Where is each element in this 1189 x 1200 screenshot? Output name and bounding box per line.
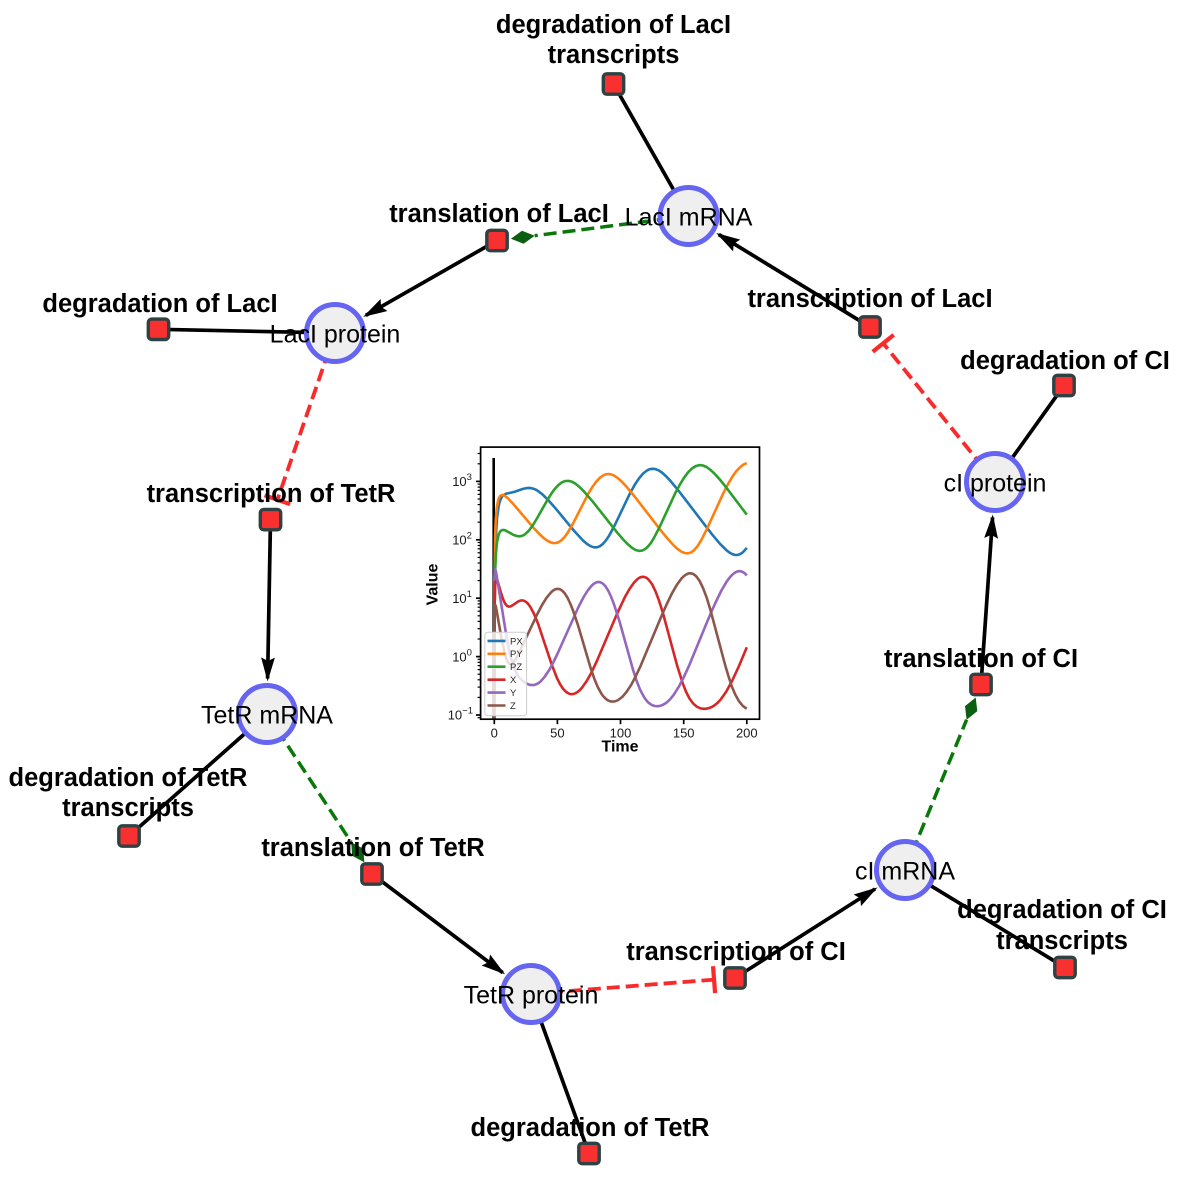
- svg-text:PX: PX: [510, 636, 523, 647]
- svg-text:transcription of LacI: transcription of LacI: [747, 285, 992, 313]
- svg-text:PY: PY: [510, 649, 523, 660]
- svg-text:PZ: PZ: [510, 662, 522, 673]
- svg-text:transcripts: transcripts: [62, 794, 194, 822]
- svg-text:TetR mRNA: TetR mRNA: [201, 702, 333, 730]
- svg-text:Y: Y: [510, 688, 517, 699]
- svg-text:transcripts: transcripts: [548, 41, 680, 69]
- svg-text:100: 100: [610, 725, 632, 740]
- svg-text:LacI protein: LacI protein: [270, 321, 401, 349]
- svg-text:0: 0: [491, 725, 498, 740]
- svg-text:translation of CI: translation of CI: [884, 645, 1078, 673]
- svg-text:X: X: [510, 675, 517, 686]
- svg-text:TetR protein: TetR protein: [464, 982, 599, 1010]
- svg-text:degradation of TetR: degradation of TetR: [9, 764, 248, 792]
- svg-text:cI protein: cI protein: [944, 470, 1047, 498]
- svg-text:degradation of TetR: degradation of TetR: [471, 1114, 710, 1142]
- svg-text:150: 150: [673, 725, 695, 740]
- svg-text:cI mRNA: cI mRNA: [855, 858, 955, 886]
- svg-text:degradation of CI: degradation of CI: [957, 896, 1167, 924]
- svg-text:translation of TetR: translation of TetR: [261, 834, 484, 862]
- svg-text:Time: Time: [601, 739, 638, 756]
- svg-text:degradation of CI: degradation of CI: [960, 347, 1170, 375]
- svg-text:transcripts: transcripts: [996, 927, 1128, 955]
- svg-text:Value: Value: [425, 564, 442, 606]
- svg-text:transcription of TetR: transcription of TetR: [147, 480, 396, 508]
- svg-text:Z: Z: [510, 701, 516, 712]
- svg-text:translation of LacI: translation of LacI: [389, 200, 609, 228]
- svg-text:transcription of CI: transcription of CI: [626, 938, 846, 966]
- svg-text:200: 200: [736, 725, 758, 740]
- svg-text:50: 50: [550, 725, 564, 740]
- svg-text:degradation of LacI: degradation of LacI: [42, 290, 277, 318]
- svg-text:degradation of LacI: degradation of LacI: [496, 11, 731, 39]
- svg-text:LacI mRNA: LacI mRNA: [625, 204, 753, 232]
